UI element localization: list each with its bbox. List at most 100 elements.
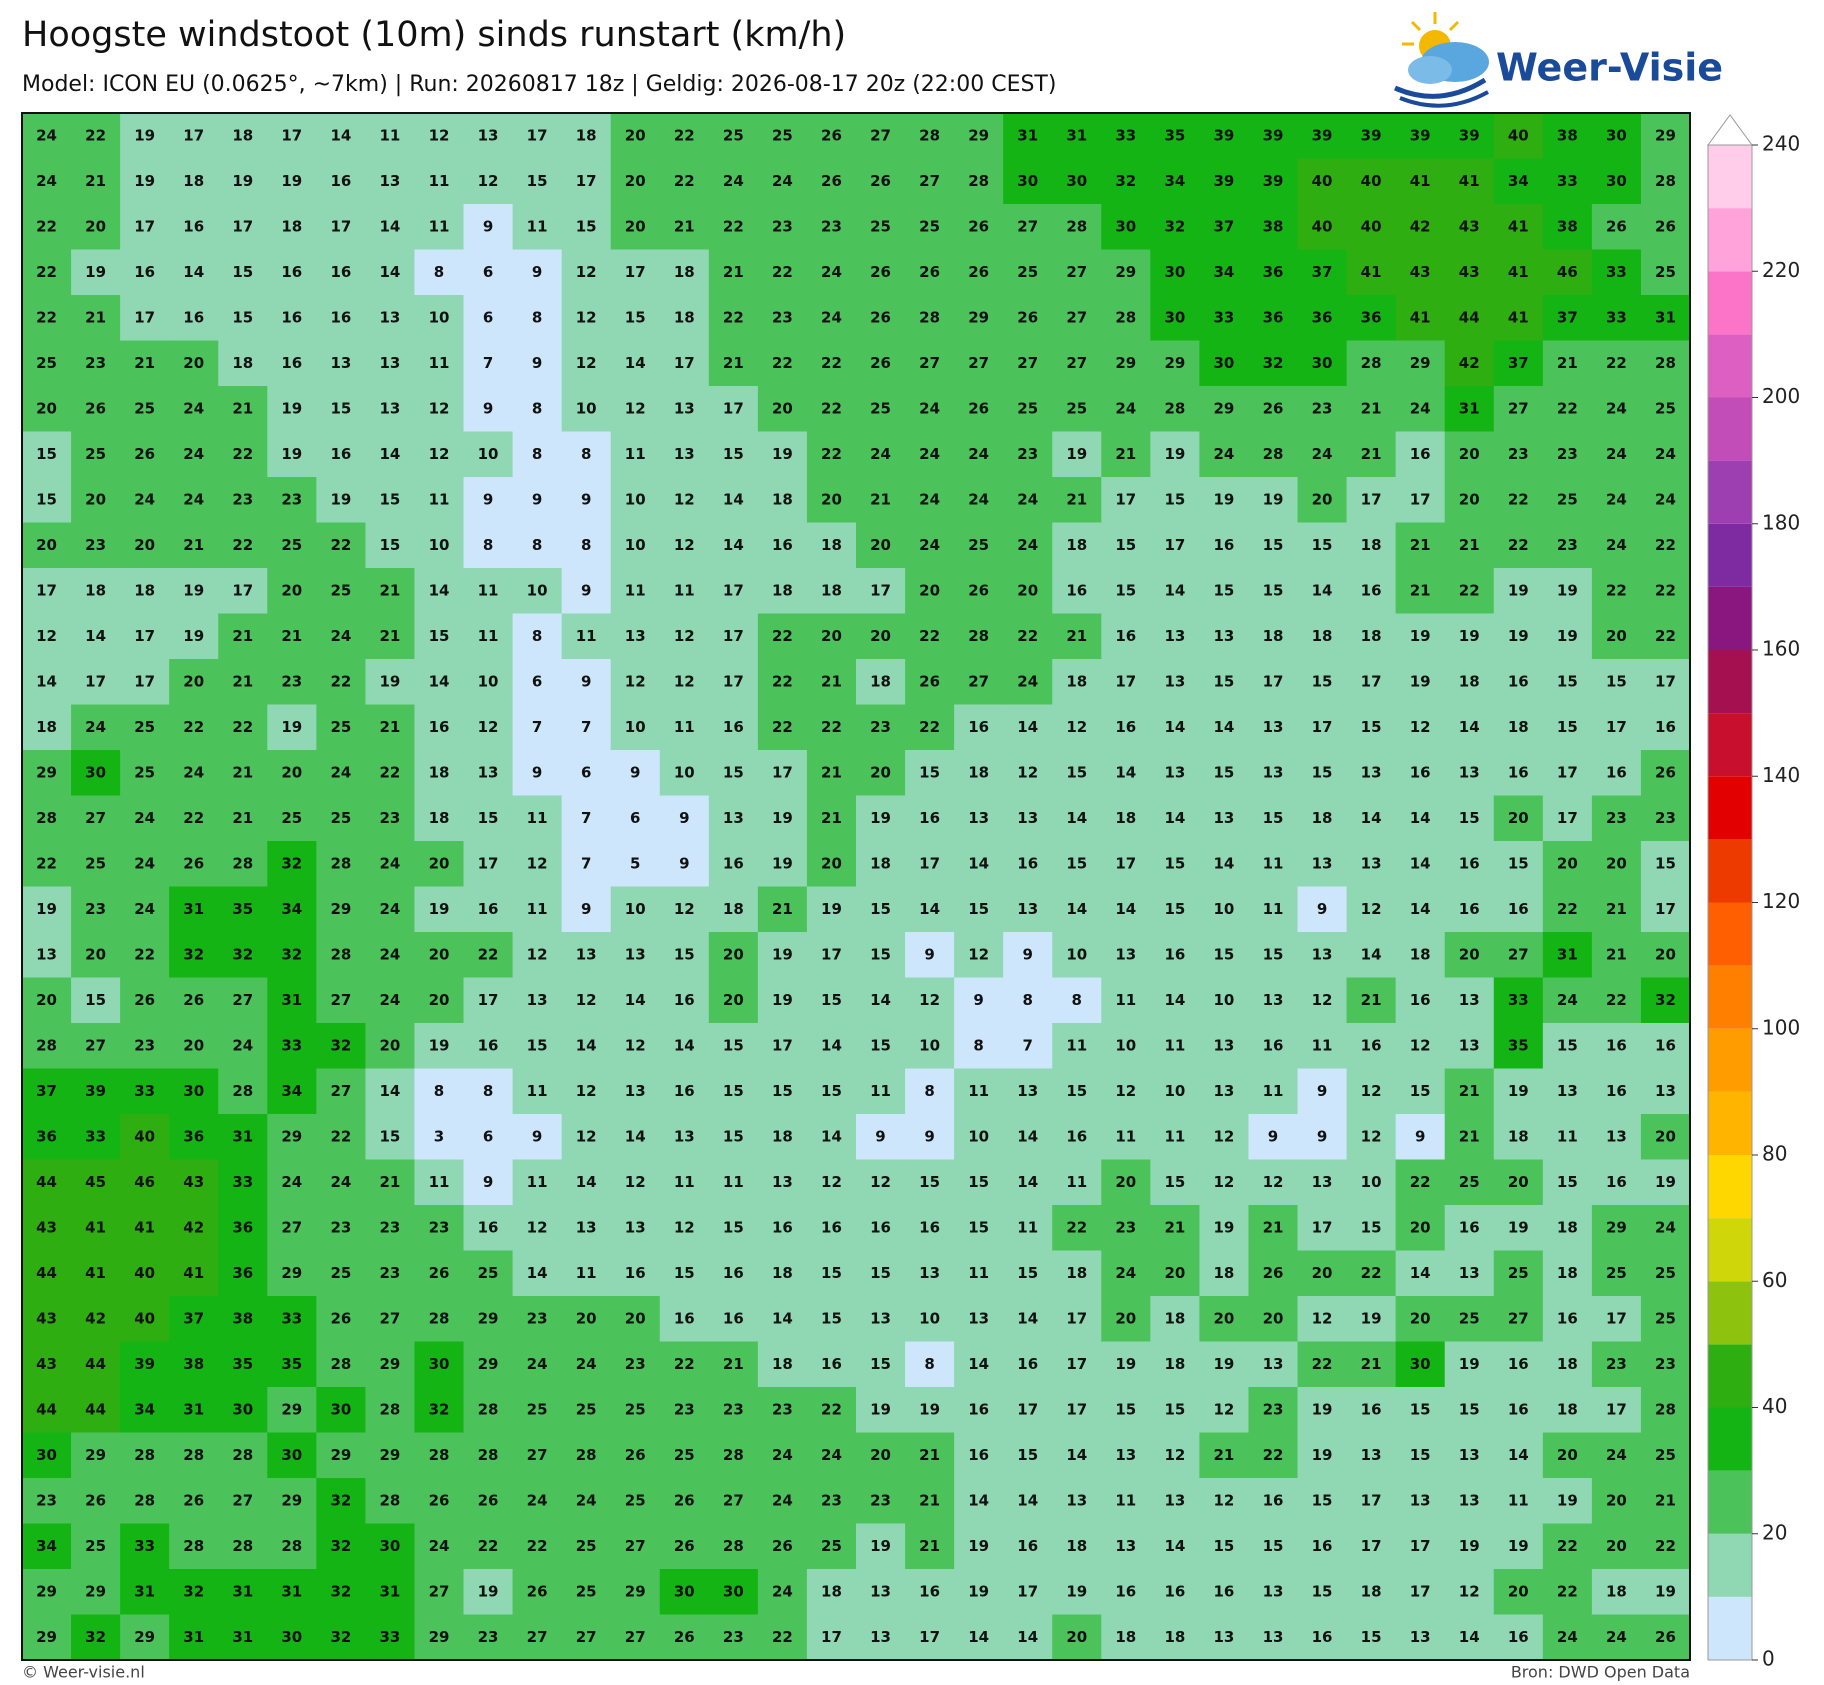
cell-value: 11 — [429, 490, 450, 508]
map-cell — [1395, 1341, 1446, 1388]
cell-value: 10 — [1361, 1173, 1382, 1191]
map-cell — [1248, 1387, 1299, 1434]
cell-value: 33 — [1115, 126, 1136, 144]
cell-value: 9 — [1317, 1082, 1327, 1100]
map-cell — [1199, 659, 1250, 706]
map-cell — [561, 750, 612, 797]
cell-value: 24 — [1606, 536, 1627, 554]
cell-value: 13 — [1115, 1537, 1136, 1555]
cell-value: 13 — [1459, 1446, 1480, 1464]
cell-value: 24 — [1115, 399, 1136, 417]
map-cell — [267, 1023, 317, 1070]
cell-value: 22 — [1017, 627, 1038, 645]
map-cell — [905, 295, 955, 342]
colorbar-segment — [1708, 1155, 1752, 1219]
cell-value: 28 — [723, 1537, 744, 1555]
cell-value: 34 — [36, 1537, 57, 1555]
map-cell — [1640, 158, 1691, 205]
cell-value: 14 — [821, 1036, 842, 1054]
map-cell — [169, 522, 219, 569]
cell-value: 23 — [232, 490, 253, 508]
cell-value: 24 — [772, 172, 793, 190]
map-cell — [120, 1296, 170, 1343]
cell-value: 27 — [527, 1446, 548, 1464]
cell-value: 22 — [232, 445, 253, 463]
cell-value: 11 — [674, 581, 695, 599]
map-cell — [1346, 659, 1397, 706]
cell-value: 31 — [183, 900, 204, 918]
cell-value: 16 — [723, 1264, 744, 1282]
map-cell — [1297, 340, 1348, 387]
map-cell — [463, 977, 514, 1024]
map-cell — [1493, 613, 1544, 660]
map-cell — [512, 1159, 563, 1206]
map-cell — [708, 568, 759, 615]
cell-value: 20 — [1312, 1264, 1333, 1282]
cell-value: 24 — [183, 445, 204, 463]
cell-value: 30 — [1410, 1355, 1431, 1373]
cell-value: 19 — [1655, 1173, 1676, 1191]
map-cell — [316, 932, 367, 979]
map-cell — [414, 841, 465, 888]
cell-value: 24 — [380, 900, 401, 918]
cell-value: 43 — [36, 1309, 57, 1327]
map-cell — [1297, 977, 1348, 1024]
cell-value: 27 — [1508, 399, 1529, 417]
cell-value: 16 — [1263, 1036, 1284, 1054]
cell-value: 43 — [1410, 263, 1431, 281]
map-cell — [757, 295, 808, 342]
map-cell — [1297, 1341, 1348, 1388]
map-cell — [1346, 249, 1397, 296]
cell-value: 32 — [330, 1582, 351, 1600]
map-cell — [120, 1159, 170, 1206]
map-cell — [365, 1068, 416, 1115]
map-cell — [1150, 704, 1201, 751]
map-cell — [1101, 113, 1151, 160]
map-cell — [905, 1023, 955, 1070]
cell-value: 16 — [723, 854, 744, 872]
map-cell — [1052, 1341, 1102, 1388]
map-cell — [1640, 431, 1691, 478]
cell-value: 17 — [527, 126, 548, 144]
cell-value: 38 — [1557, 126, 1578, 144]
cell-value: 10 — [625, 536, 646, 554]
cell-value: 27 — [429, 1582, 450, 1600]
cell-value: 15 — [870, 1355, 891, 1373]
cell-value: 20 — [85, 945, 106, 963]
cell-value: 13 — [1557, 1082, 1578, 1100]
cell-value: 15 — [870, 1036, 891, 1054]
map-cell — [71, 158, 121, 205]
cell-value: 29 — [968, 126, 989, 144]
cell-value: 13 — [1312, 854, 1333, 872]
colorbar-segment — [1708, 1028, 1752, 1092]
cell-value: 13 — [1459, 1264, 1480, 1282]
cell-value: 17 — [1164, 536, 1185, 554]
cell-value: 31 — [380, 1582, 401, 1600]
cell-value: 16 — [821, 1218, 842, 1236]
cell-value: 20 — [1115, 1173, 1136, 1191]
cell-value: 11 — [527, 1173, 548, 1191]
cell-value: 15 — [919, 1173, 940, 1191]
map-cell — [71, 249, 121, 296]
cell-value: 11 — [478, 627, 499, 645]
cell-value: 16 — [330, 263, 351, 281]
map-cell — [1052, 1250, 1102, 1297]
cell-value: 22 — [723, 308, 744, 326]
map-cell — [1101, 795, 1151, 842]
colorbar-segment — [1708, 1091, 1752, 1155]
map-cell — [71, 659, 121, 706]
cell-value: 26 — [1017, 308, 1038, 326]
cell-value: 9 — [581, 581, 591, 599]
map-cell — [267, 977, 317, 1024]
map-cell — [1444, 977, 1495, 1024]
colorbar-tick-label: 120 — [1762, 889, 1800, 913]
cell-value: 12 — [576, 354, 597, 372]
map-cell — [316, 1341, 367, 1388]
map-cell — [1199, 204, 1250, 251]
map-cell — [757, 750, 808, 797]
cell-value: 17 — [134, 627, 155, 645]
map-cell — [1101, 477, 1151, 524]
map-cell — [561, 659, 612, 706]
cell-value: 13 — [330, 354, 351, 372]
map-cell — [708, 1023, 759, 1070]
